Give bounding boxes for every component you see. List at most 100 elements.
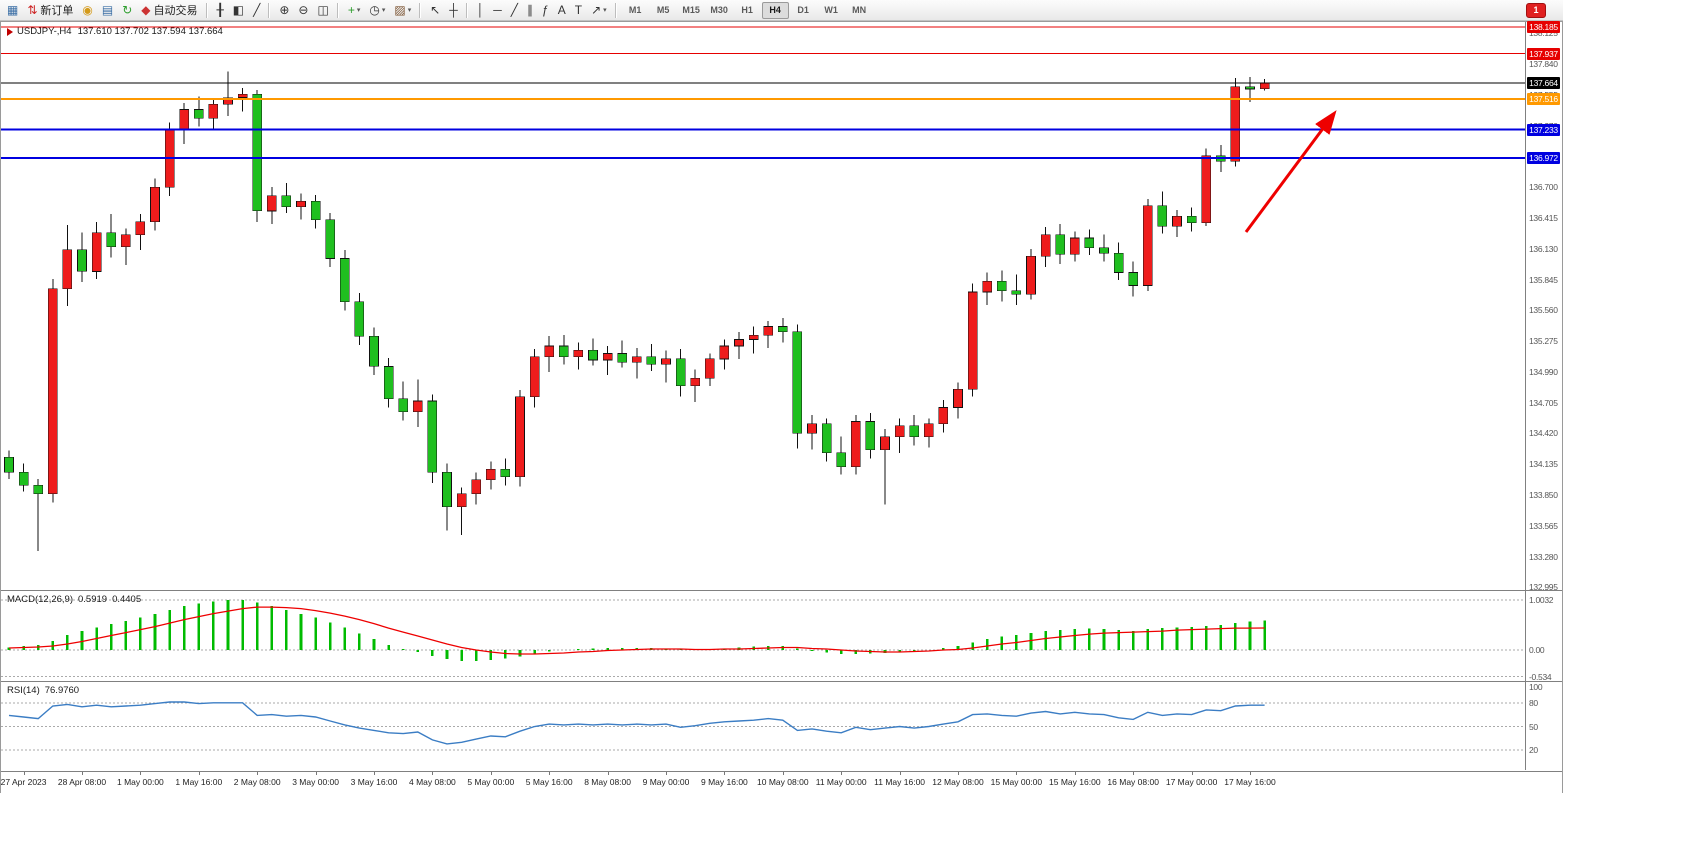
- auto-trading-button: ◆: [141, 3, 151, 17]
- rsi-panel[interactable]: RSI(14) 76.9760: [1, 682, 1525, 770]
- bear-candle: [646, 356, 657, 365]
- time-axis-label: 27 Apr 2023: [0, 777, 47, 787]
- time-axis-label: 11 May 00:00: [815, 777, 867, 787]
- crosshair-icon: ┼: [449, 3, 458, 17]
- stamp-icon: ◉: [82, 3, 93, 17]
- bear-candle: [996, 280, 1007, 292]
- channel-icon[interactable]: ∥: [523, 0, 537, 20]
- bear-candle: [369, 335, 379, 367]
- time-tick: [198, 772, 200, 775]
- label-icon[interactable]: T: [571, 0, 586, 20]
- macd-axis-label: 1.0032: [1529, 595, 1554, 605]
- chevron-down-icon: ▾: [407, 7, 412, 14]
- bull-candle: [748, 334, 759, 340]
- horizontal-line-icon[interactable]: ─: [489, 0, 506, 20]
- zoom-out-icon[interactable]: ⊖: [294, 0, 312, 20]
- price-axis[interactable]: 138.125137.840137.555137.270136.985136.7…: [1525, 20, 1562, 592]
- arrows-icon: ↗: [591, 3, 602, 17]
- bull-candle: [1201, 155, 1211, 224]
- price-chart-area[interactable]: USDJPY-,H4 137.610 137.702 137.594 137.6…: [1, 22, 1525, 590]
- bull-candle: [544, 345, 555, 358]
- timeframe-H1[interactable]: H1: [741, 4, 753, 15]
- templates-icon[interactable]: ▨ ▾: [390, 0, 415, 20]
- time-axis-label: 28 Apr 08:00: [57, 777, 107, 787]
- periods-icon: ◷: [369, 3, 380, 17]
- notification-badge[interactable]: 1: [1526, 3, 1546, 18]
- trend-arrow-annotation[interactable]: [1244, 110, 1337, 233]
- timeframe-W1[interactable]: W1: [824, 4, 838, 15]
- text-icon: A: [557, 3, 566, 17]
- rsi-line: [8, 701, 1265, 745]
- stamp-icon[interactable]: ◉: [78, 0, 96, 20]
- bull-candle: [704, 358, 715, 379]
- toolbar-separator: [465, 2, 468, 18]
- bull-candle: [763, 326, 774, 336]
- periods-icon[interactable]: ◷ ▾: [365, 0, 389, 20]
- templates-icon: ▨: [394, 3, 406, 17]
- time-axis-label: 15 May 16:00: [1049, 777, 1101, 787]
- time-tick: [958, 772, 959, 775]
- timeframe-M1[interactable]: M1: [628, 4, 642, 15]
- time-axis-label: 5 May 00:00: [467, 777, 515, 787]
- price-badge-136.972: 136.972: [1527, 151, 1560, 164]
- time-tick: [432, 772, 434, 775]
- bear-candle: [675, 358, 686, 387]
- symbol-title: USDJPY-,H4: [17, 26, 72, 37]
- indicators-icon[interactable]: + ▾: [344, 0, 365, 20]
- trendline-icon[interactable]: ╱: [507, 0, 522, 20]
- panel-separator[interactable]: [1, 681, 1562, 682]
- text-icon[interactable]: A: [554, 0, 570, 20]
- charts-list-icon[interactable]: ▤: [98, 0, 117, 20]
- toolbar-separator: [268, 2, 271, 18]
- time-tick: [782, 772, 784, 775]
- time-tick: [1016, 772, 1018, 775]
- zoom-in-icon[interactable]: ⊕: [275, 0, 293, 20]
- auto-trading-button-label: 自动交易: [153, 5, 198, 17]
- cursor-icon[interactable]: ↖: [426, 0, 444, 20]
- rsi-value: 76.9760: [44, 685, 80, 696]
- price-badge-137.937: 137.937: [1527, 47, 1560, 60]
- macd-panel[interactable]: MACD(12,26,9) 0.5919 0.4405: [1, 591, 1525, 681]
- toolbar-separator: [205, 2, 208, 18]
- timeframe-MN[interactable]: MN: [852, 4, 867, 15]
- tile-windows-icon[interactable]: ◫: [313, 0, 332, 20]
- bear-candle: [1157, 205, 1168, 227]
- price-axis-label: 135.560: [1529, 305, 1558, 316]
- timeframe-H4[interactable]: H4: [761, 1, 789, 19]
- vertical-line-icon: │: [476, 3, 485, 17]
- fibonacci-icon[interactable]: ƒ: [538, 0, 553, 20]
- arrows-icon[interactable]: ↗ ▾: [587, 0, 611, 20]
- panel-separator[interactable]: [1, 590, 1562, 591]
- macd-axis[interactable]: 1.0032 0.00 -0.534: [1525, 591, 1562, 682]
- bar-chart-icon: ╂: [216, 3, 224, 17]
- time-axis[interactable]: 27 Apr 2023 28 Apr 08:00 1 May 00:00 1 May …: [1, 771, 1562, 793]
- rsi-axis[interactable]: 100 80 50 20: [1525, 682, 1562, 770]
- timeframe-M30[interactable]: M30: [710, 4, 728, 15]
- bar-chart-icon[interactable]: ╂: [213, 0, 228, 20]
- crosshair-icon[interactable]: ┼: [445, 0, 462, 20]
- refresh-icon[interactable]: ↻: [118, 0, 136, 20]
- channel-icon: ∥: [527, 3, 534, 17]
- bear-candle: [339, 258, 350, 303]
- price-axis-label: 135.275: [1529, 336, 1558, 347]
- time-axis-label: 15 May 00:00: [990, 777, 1043, 787]
- bull-candle: [734, 339, 744, 347]
- new-chart-icon[interactable]: ▦: [3, 0, 22, 20]
- timeframe-D1[interactable]: D1: [797, 4, 809, 15]
- new-order-button[interactable]: ⇅ 新订单: [23, 0, 77, 20]
- line-chart-icon[interactable]: ╱: [249, 0, 264, 20]
- price-axis-label: 136.700: [1529, 182, 1558, 193]
- auto-trading-button[interactable]: ◆ 自动交易: [137, 0, 201, 20]
- price-axis-label: 134.990: [1529, 366, 1558, 377]
- bull-candle: [938, 407, 949, 425]
- timeframe-M5[interactable]: M5: [656, 4, 670, 15]
- time-tick: [1133, 772, 1135, 775]
- bear-candle: [588, 349, 598, 361]
- time-axis-label: 16 May 08:00: [1107, 777, 1159, 787]
- vertical-line-icon[interactable]: │: [473, 0, 489, 20]
- timeframe-M15[interactable]: M15: [682, 4, 700, 15]
- time-tick: [490, 772, 492, 775]
- time-tick: [899, 772, 901, 775]
- candlestick-chart-icon[interactable]: ◧: [229, 0, 248, 20]
